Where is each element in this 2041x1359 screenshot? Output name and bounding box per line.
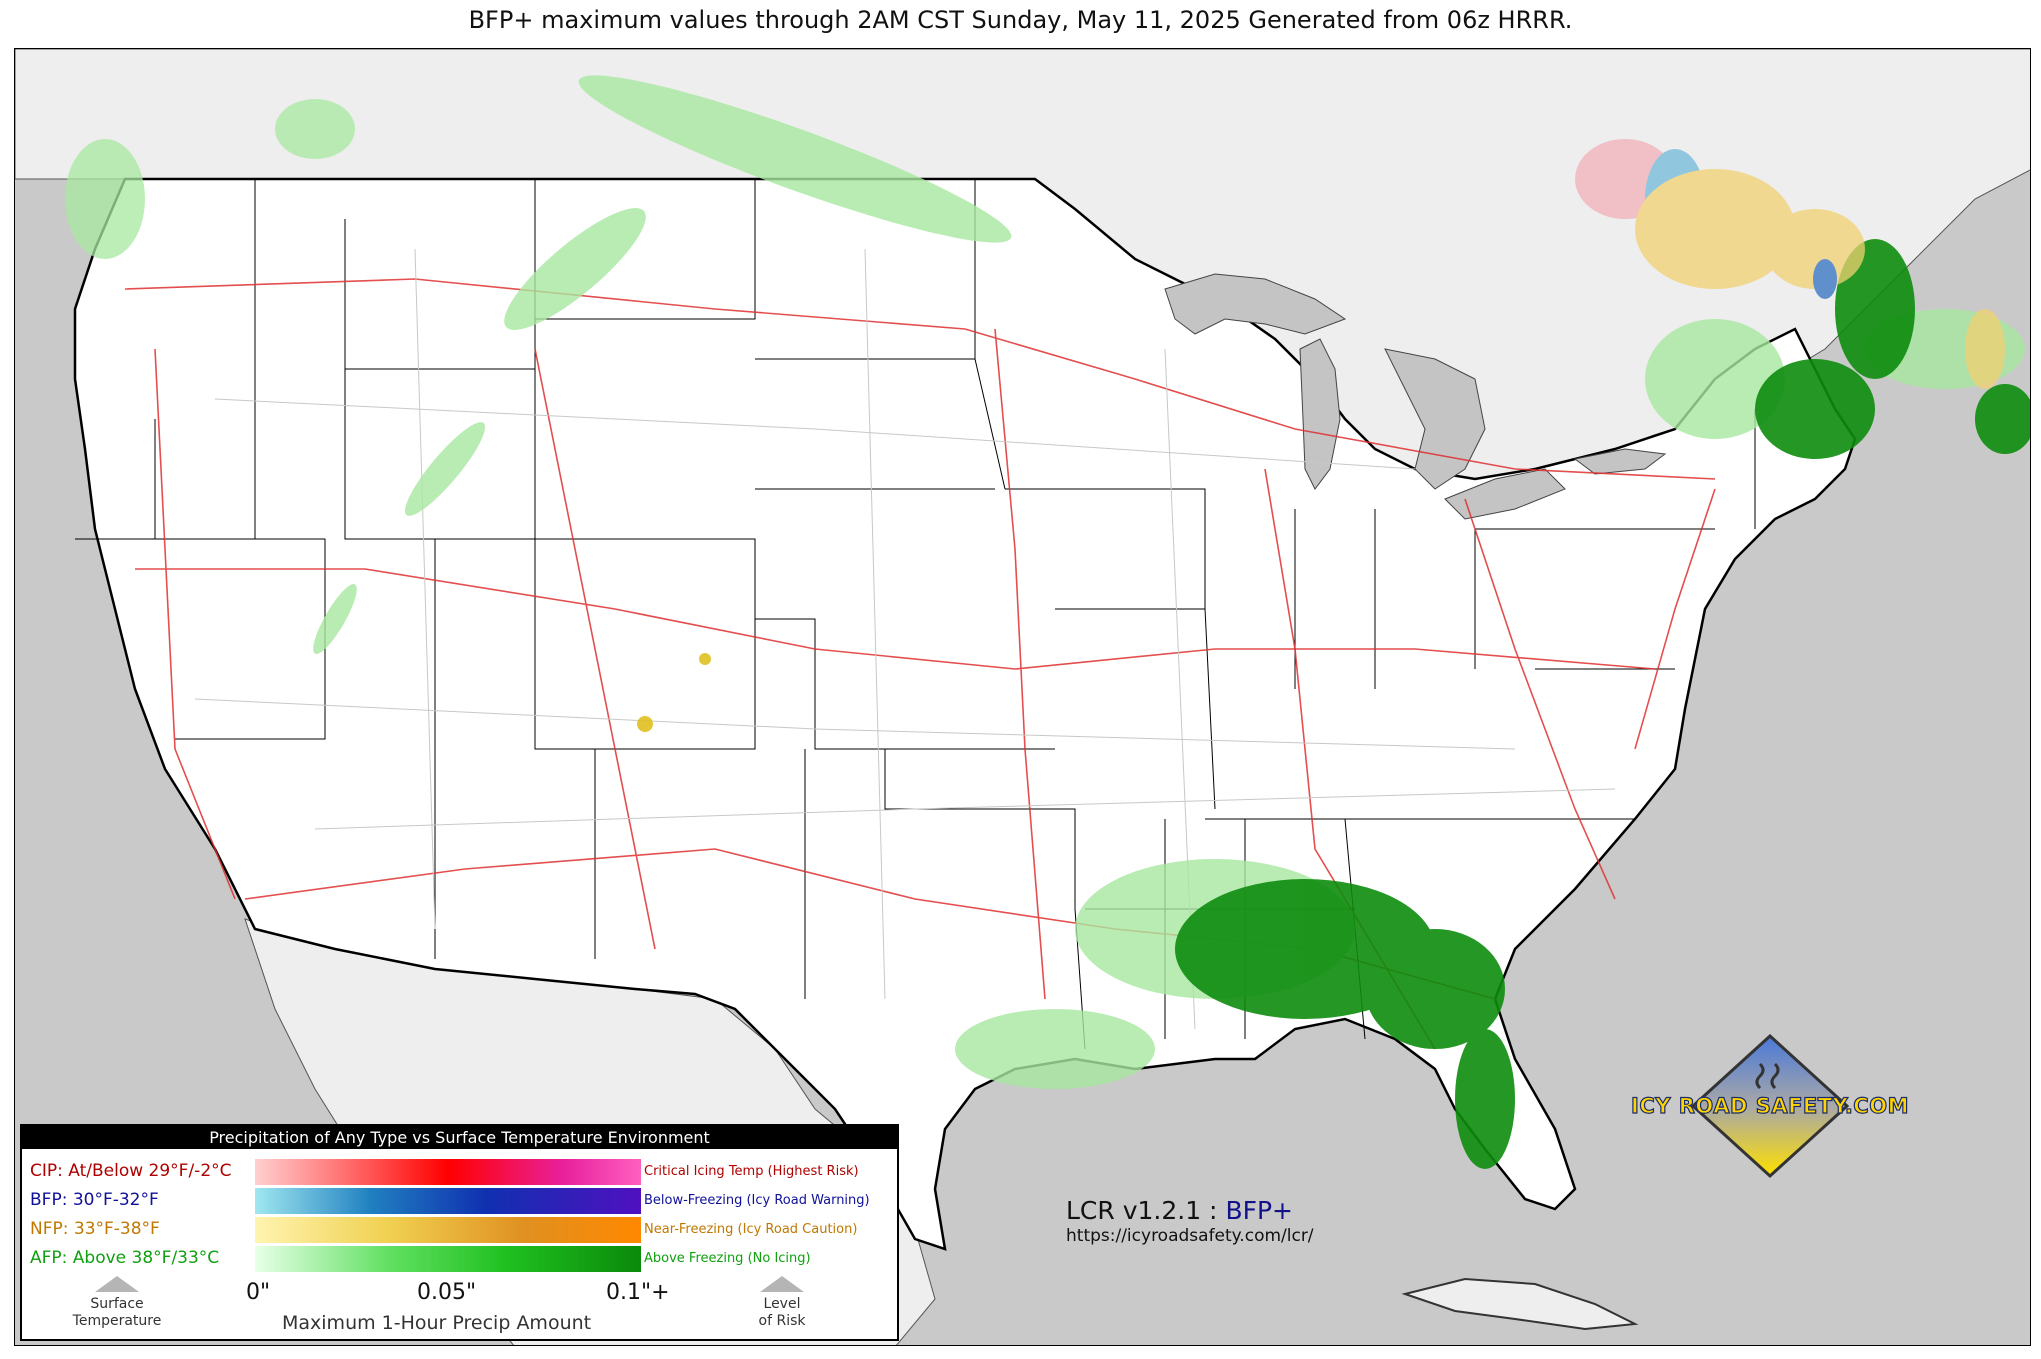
- logo-diamond-icon: [1690, 1034, 1850, 1179]
- surface-label-line1: Surface: [90, 1296, 144, 1312]
- legend-axis-label: Maximum 1-Hour Precip Amount: [282, 1312, 592, 1334]
- triangle-up-icon: [95, 1276, 139, 1292]
- legend-tick-2: 0.1"+: [606, 1280, 670, 1305]
- legend-tick-1: 0.05": [417, 1280, 477, 1305]
- level-of-risk-label: Level of Risk: [742, 1276, 822, 1330]
- version-text: LCR v1.2.1 :: [1066, 1196, 1218, 1225]
- logo-text: ICY ROAD SAFETY.COM: [1630, 1093, 1909, 1118]
- legend-header: Precipitation of Any Type vs Surface Tem…: [22, 1126, 897, 1149]
- lake-huron: [1384, 348, 1486, 490]
- legend-bar-afp: [255, 1246, 641, 1272]
- surface-temperature-label: Surface Temperature: [62, 1276, 172, 1330]
- icy-road-safety-logo: ICY ROAD SAFETY.COM: [1625, 1034, 1915, 1179]
- triangle-up-icon: [760, 1276, 804, 1292]
- version-label: LCR v1.2.1 : BFP+: [1066, 1196, 1293, 1225]
- legend-bar-nfp: [255, 1217, 641, 1243]
- legend-row-cip: CIP: At/Below 29°F/-2°C Critical Icing T…: [22, 1159, 899, 1185]
- legend-tick-0: 0": [246, 1280, 271, 1305]
- legend-row-nfp: NFP: 33°F-38°F Near-Freezing (Icy Road C…: [22, 1217, 899, 1243]
- legend-label-cip: CIP: At/Below 29°F/-2°C: [30, 1161, 232, 1181]
- legend-desc-afp: Above Freezing (No Icing): [644, 1251, 811, 1266]
- legend-label-nfp: NFP: 33°F-38°F: [30, 1219, 160, 1239]
- product-name: BFP+: [1225, 1196, 1293, 1225]
- risk-label-line1: Level: [763, 1296, 801, 1312]
- surface-label-line2: Temperature: [72, 1313, 162, 1329]
- legend-bar-bfp: [255, 1188, 641, 1214]
- legend-label-bfp: BFP: 30°F-32°F: [30, 1190, 159, 1210]
- risk-label-line2: of Risk: [758, 1313, 806, 1329]
- cuba-land: [1401, 1277, 1639, 1331]
- legend-row-bfp: BFP: 30°F-32°F Below-Freezing (Icy Road …: [22, 1188, 899, 1214]
- state-boundaries: [75, 179, 1756, 1050]
- lake-ontario: [1573, 448, 1667, 475]
- lake-michigan: [1299, 338, 1341, 490]
- lake-superior: [1164, 273, 1347, 335]
- map-title: BFP+ maximum values through 2AM CST Sund…: [468, 6, 1573, 34]
- source-url: https://icyroadsafety.com/lcr/: [1066, 1226, 1314, 1246]
- legend-row-afp: AFP: Above 38°F/33°C Above Freezing (No …: [22, 1246, 899, 1272]
- legend-desc-cip: Critical Icing Temp (Highest Risk): [644, 1164, 859, 1179]
- legend-label-afp: AFP: Above 38°F/33°C: [30, 1248, 220, 1268]
- legend-desc-nfp: Near-Freezing (Icy Road Caution): [644, 1222, 858, 1237]
- precip-legend: Precipitation of Any Type vs Surface Tem…: [20, 1124, 899, 1341]
- nfp-spots: [637, 653, 711, 732]
- lake-erie: [1444, 468, 1566, 520]
- canada-mixed-precip: [65, 99, 2005, 389]
- legend-bar-cip: [255, 1159, 641, 1185]
- legend-desc-bfp: Below-Freezing (Icy Road Warning): [644, 1193, 870, 1208]
- afp-dark-precip: [1175, 239, 2030, 1169]
